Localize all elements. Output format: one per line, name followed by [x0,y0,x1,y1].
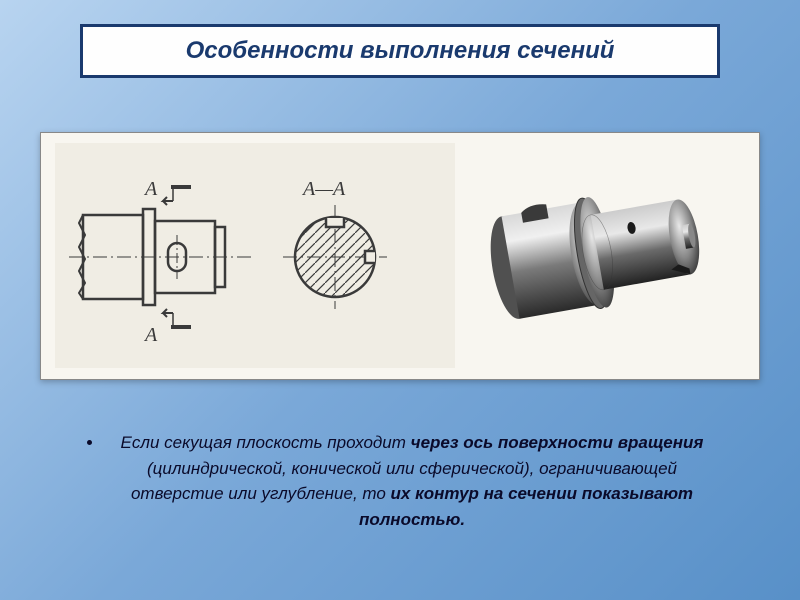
page-title: Особенности выполнения сечений [103,37,697,65]
section-aa-label: А—А [301,178,346,200]
caption-bold1: через ось поверхности вращения [411,433,704,452]
section-label-bottom: А [143,324,158,346]
caption-bold2: их контур на сечении показывают полность… [359,484,693,529]
figure-box: А А А—А [40,132,760,380]
section-label-top: А [143,178,158,200]
caption-text: Если секущая плоскость проходит через ос… [80,430,720,532]
title-box: Особенности выполнения сечений [80,24,720,78]
technical-drawing: А А А—А [55,143,455,368]
shaded-3d-render [465,143,745,368]
caption-lead: Если секущая плоскость проходит [121,433,411,452]
